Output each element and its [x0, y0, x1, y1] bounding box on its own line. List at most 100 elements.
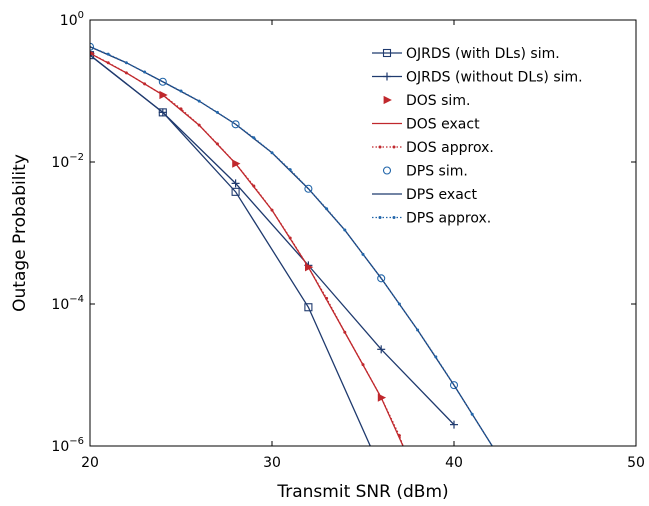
- series-0: [90, 51, 371, 446]
- series-3: [90, 52, 404, 446]
- dot-marker: [470, 412, 474, 416]
- dot-marker: [378, 145, 382, 149]
- dot-marker: [215, 142, 219, 146]
- legend-label: DOS exact: [406, 117, 480, 133]
- dot-marker: [378, 216, 382, 219]
- legend-entry: DPS sim.: [382, 164, 468, 180]
- x-tick-label: 20: [81, 455, 99, 471]
- triangle-marker: [383, 95, 392, 105]
- dot-marker: [434, 355, 438, 359]
- dot-marker: [106, 52, 110, 56]
- legend-entry: DOS sim.: [383, 93, 470, 109]
- y-tick-base: 10: [51, 439, 69, 455]
- legend-label: DPS exact: [406, 187, 477, 203]
- dot-marker: [416, 328, 420, 332]
- legend-entry: DOS exact: [372, 117, 480, 133]
- legend-entry: DPS approx.: [372, 211, 491, 227]
- dot-marker: [361, 252, 365, 256]
- series-line: [90, 46, 493, 446]
- x-tick-label: 40: [445, 455, 463, 471]
- circle-marker: [449, 381, 459, 390]
- circle-marker: [304, 184, 313, 193]
- series-line: [90, 54, 371, 446]
- legend-label: DPS approx.: [406, 211, 491, 227]
- legend-entry: OJRDS (with DLs) sim.: [372, 46, 560, 62]
- y-tick-label: 10−6: [51, 436, 84, 455]
- series-5: [90, 42, 459, 390]
- y-tick-exponent: −2: [69, 152, 84, 163]
- dot-marker: [288, 168, 292, 172]
- y-tick-exponent: −6: [69, 436, 84, 447]
- dot-marker: [124, 61, 128, 65]
- dot-marker: [179, 89, 183, 93]
- data-layer: [90, 42, 493, 446]
- square-marker: [304, 303, 313, 312]
- dot-marker: [143, 82, 147, 86]
- dot-marker: [143, 70, 147, 74]
- series-7: [90, 46, 493, 446]
- legend-entry: DPS exact: [372, 187, 477, 203]
- dot-marker: [361, 363, 365, 367]
- dot-marker: [397, 302, 401, 306]
- circle-marker: [90, 42, 95, 51]
- dot-marker: [397, 434, 401, 438]
- y-tick-label: 10−4: [51, 294, 84, 313]
- legend-label: OJRDS (without DLs) sim.: [406, 70, 583, 86]
- x-tick-label: 50: [627, 455, 645, 471]
- dot-marker: [197, 99, 201, 103]
- x-axis-title: Transmit SNR (dBm): [276, 482, 448, 501]
- dot-marker: [106, 61, 110, 65]
- plus-marker: [377, 345, 386, 354]
- series-line: [90, 52, 404, 446]
- legend-entry: DOS approx.: [372, 140, 494, 156]
- dot-marker: [270, 151, 274, 155]
- circle-marker: [158, 77, 167, 86]
- legend-label: DPS sim.: [406, 164, 468, 180]
- dot-marker: [124, 71, 128, 75]
- y-tick-exponent: 0: [78, 10, 84, 21]
- dot-marker: [325, 296, 329, 300]
- plus-marker: [231, 179, 240, 188]
- plus-marker: [450, 420, 458, 429]
- y-tick-base: 10: [51, 297, 69, 313]
- dot-marker: [270, 208, 274, 212]
- dot-marker: [252, 184, 256, 188]
- y-tick-base: 10: [60, 13, 78, 29]
- dot-marker: [197, 123, 201, 127]
- series-line: [90, 52, 404, 446]
- dot-marker: [288, 236, 292, 240]
- plus-marker: [158, 108, 167, 117]
- dot-marker: [252, 136, 256, 140]
- plus-marker: [383, 72, 391, 81]
- y-tick-exponent: −4: [69, 294, 84, 305]
- legend-entry: OJRDS (without DLs) sim.: [372, 70, 583, 86]
- dot-marker: [325, 207, 329, 211]
- x-tick-label: 30: [263, 455, 281, 471]
- circle-marker: [377, 274, 386, 283]
- y-tick-label: 100: [60, 10, 84, 29]
- circle-marker: [231, 120, 240, 129]
- series-4: [90, 52, 404, 446]
- legend-label: OJRDS (with DLs) sim.: [406, 46, 560, 62]
- legend-label: DOS sim.: [406, 93, 470, 109]
- dot-marker: [343, 330, 347, 334]
- series-1: [90, 51, 458, 429]
- series-line: [90, 54, 455, 426]
- y-tick-label: 10−2: [51, 152, 84, 171]
- y-axis-title: Outage Probability: [10, 154, 30, 312]
- legend-label: DOS approx.: [406, 140, 494, 156]
- square-marker: [382, 48, 392, 58]
- dot-marker: [392, 145, 396, 149]
- dot-marker: [179, 107, 183, 111]
- y-tick-base: 10: [51, 155, 69, 171]
- plot-frame: [89, 19, 637, 447]
- dot-marker: [215, 110, 219, 114]
- dot-marker: [343, 228, 347, 232]
- dot-marker: [392, 216, 396, 219]
- circle-marker: [382, 166, 392, 175]
- legend: OJRDS (with DLs) sim. OJRDS (without DLs)…: [372, 46, 583, 227]
- square-marker: [231, 187, 240, 196]
